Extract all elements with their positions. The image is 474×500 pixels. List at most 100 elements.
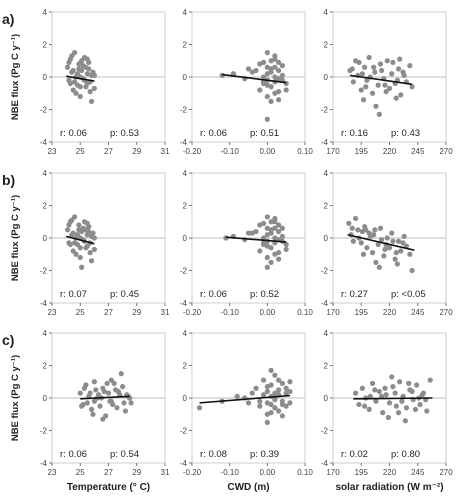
r-value-label: r: 0.16 <box>341 128 368 139</box>
data-point <box>373 103 379 109</box>
data-point <box>407 251 413 257</box>
data-point <box>279 72 285 78</box>
data-point <box>84 71 90 77</box>
data-point <box>358 240 364 246</box>
data-point <box>395 238 402 244</box>
data-point <box>70 67 76 74</box>
data-point <box>268 410 274 416</box>
data-point <box>70 230 76 236</box>
p-value-label: p: 0.80 <box>391 449 420 460</box>
r-value-label: r: 0.06 <box>200 289 227 300</box>
data-point <box>369 380 376 386</box>
data-point <box>383 89 389 95</box>
data-point <box>257 403 263 409</box>
data-point <box>90 411 96 417</box>
data-point <box>409 388 415 395</box>
data-point <box>276 228 282 235</box>
data-point <box>378 67 385 74</box>
x-tick-label: -0.20 <box>183 468 202 477</box>
x-tick-label: 25 <box>76 147 85 156</box>
data-point <box>272 90 278 96</box>
data-point <box>72 240 78 246</box>
y-tick-label: -4 <box>180 138 188 147</box>
data-point <box>283 241 289 248</box>
data-point <box>77 390 83 396</box>
data-point <box>83 227 89 233</box>
data-point <box>393 250 399 256</box>
data-point <box>283 385 289 391</box>
data-point <box>382 246 388 252</box>
data-point <box>260 74 267 80</box>
data-point <box>88 406 95 412</box>
data-point <box>97 403 103 409</box>
data-point <box>264 254 270 261</box>
y-tick-label: 4 <box>183 169 188 178</box>
data-point <box>77 245 83 251</box>
trend-line <box>353 397 433 400</box>
r-value-label: r: 0.08 <box>200 449 227 460</box>
data-point <box>64 64 71 70</box>
data-point <box>406 380 412 386</box>
p-value-label: p: 0.43 <box>391 128 420 139</box>
data-point <box>91 379 97 385</box>
y-tick-label: 4 <box>183 8 188 17</box>
data-point <box>381 253 387 259</box>
data-point <box>372 227 378 233</box>
y-tick-label: -4 <box>321 299 329 308</box>
data-point <box>398 248 404 254</box>
data-point <box>264 388 270 395</box>
x-tick-label: 0.00 <box>260 308 276 317</box>
trend-line <box>347 233 415 251</box>
data-point <box>358 87 364 93</box>
x-tick-label: 29 <box>132 308 141 317</box>
data-point <box>376 264 382 270</box>
x-tick-label: 23 <box>48 468 57 477</box>
data-point <box>279 233 285 239</box>
x-tick-label: 270 <box>439 468 453 477</box>
data-point <box>287 379 293 385</box>
data-point <box>397 56 403 62</box>
data-point <box>69 217 75 223</box>
data-point <box>104 380 110 386</box>
data-point <box>245 66 252 72</box>
data-point <box>412 406 419 412</box>
x-tick-label: 27 <box>104 468 113 477</box>
x-tick-label: 170 <box>326 147 340 156</box>
data-point <box>276 59 282 65</box>
data-point <box>355 227 361 233</box>
x-tick-label: -0.20 <box>183 147 202 156</box>
data-point <box>395 410 402 416</box>
data-point <box>380 410 386 416</box>
y-tick-label: 2 <box>43 362 48 371</box>
data-point <box>121 400 127 406</box>
trend-line <box>199 394 290 404</box>
data-point <box>268 58 274 64</box>
data-point <box>101 388 107 395</box>
trend-line <box>65 75 95 82</box>
y-tick-label: 0 <box>324 394 329 403</box>
p-value-label: p: 0.45 <box>110 289 139 300</box>
data-point <box>260 377 267 383</box>
data-point <box>272 53 278 59</box>
data-point <box>386 245 393 251</box>
y-tick-label: -2 <box>180 267 188 276</box>
data-point <box>353 215 359 222</box>
y-tick-label: -2 <box>180 427 188 436</box>
data-point <box>383 392 389 398</box>
y-tick-label: -2 <box>321 106 329 115</box>
data-point <box>245 400 252 406</box>
data-point <box>375 241 381 248</box>
data-point <box>400 240 406 246</box>
data-point <box>382 82 388 88</box>
data-point <box>107 398 113 404</box>
data-point <box>91 85 97 91</box>
x-tick-label: 27 <box>104 147 113 156</box>
p-value-label: p: 0.39 <box>250 449 279 460</box>
y-axis-label: NBE flux (Pg C y⁻¹) <box>10 34 21 120</box>
r-value-label: r: 0.27 <box>341 289 368 300</box>
y-tick-label: -2 <box>40 267 48 276</box>
data-point <box>287 400 293 406</box>
data-point <box>390 59 396 65</box>
data-point <box>403 405 410 411</box>
data-point <box>279 63 285 69</box>
